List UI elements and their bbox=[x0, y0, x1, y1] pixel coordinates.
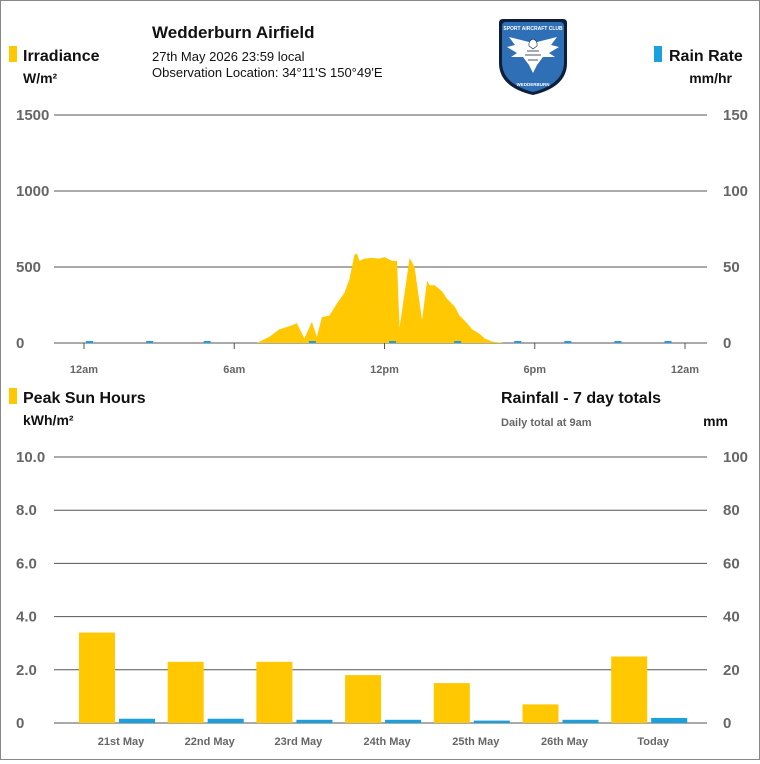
eagle-icon bbox=[507, 37, 559, 73]
rain-rate-y-axis: 150 100 50 0 bbox=[723, 107, 748, 352]
sun-hours-bar bbox=[345, 675, 382, 723]
y-tick-label: 1500 bbox=[16, 107, 49, 124]
rain-rate-legend-label: Rain Rate bbox=[669, 48, 743, 65]
day-label: 22nd May bbox=[185, 736, 236, 748]
y-tick-label: 0 bbox=[16, 715, 24, 732]
rain-rate-marker bbox=[203, 341, 211, 343]
x-tick-label: 12am bbox=[671, 364, 699, 376]
y-right-tick-label: 0 bbox=[723, 335, 731, 352]
rain-rate-marker bbox=[614, 341, 622, 343]
rainfall-unit-label: mm bbox=[703, 413, 728, 429]
observation-location: Observation Location: 34°11'S 150°49'E bbox=[152, 65, 383, 80]
sun-hours-legend-label: Peak Sun Hours bbox=[23, 390, 146, 407]
y-right-tick-label: 100 bbox=[723, 183, 748, 200]
y-right-tick-label: 40 bbox=[723, 609, 740, 626]
sun-hours-y-axis: 10.0 8.0 6.0 4.0 2.0 0 bbox=[16, 449, 45, 732]
x-tick-label: 6pm bbox=[523, 364, 546, 376]
rainfall-bar bbox=[296, 719, 333, 723]
rainfall-bar bbox=[207, 718, 244, 723]
rain-rate-legend-swatch bbox=[654, 46, 662, 62]
day-x-axis: 21st May 22nd May 23rd May 24th May 25th May… bbox=[98, 736, 670, 748]
day-label: 25th May bbox=[452, 736, 500, 748]
day-label: 21st May bbox=[98, 736, 145, 748]
rainfall-bar bbox=[473, 720, 510, 723]
day-label: Today bbox=[637, 736, 669, 748]
rain-rate-marker bbox=[564, 341, 572, 343]
day-label: 23rd May bbox=[275, 736, 324, 748]
y-tick-label: 1000 bbox=[16, 183, 49, 200]
y-right-tick-label: 0 bbox=[723, 715, 731, 732]
sun-hours-bar bbox=[611, 656, 648, 723]
time-x-axis: 12am 6am 12pm 6pm 12am bbox=[70, 343, 699, 376]
x-tick-label: 12am bbox=[70, 364, 98, 376]
y-right-tick-label: 80 bbox=[723, 502, 740, 519]
sun-hours-unit-label: kWh/m² bbox=[23, 412, 74, 428]
irradiance-legend-label: Irradiance bbox=[23, 48, 100, 65]
observation-datetime: 27th May 2026 23:59 local bbox=[152, 49, 305, 64]
irradiance-plot bbox=[256, 253, 510, 343]
irradiance-area bbox=[256, 253, 510, 343]
rainfall-bar bbox=[385, 719, 422, 723]
rain-rate-marker bbox=[454, 341, 462, 343]
rain-rate-marker bbox=[86, 341, 94, 343]
day-label: 24th May bbox=[364, 736, 412, 748]
rainfall-bar bbox=[651, 717, 688, 723]
rain-rate-marker bbox=[514, 341, 522, 343]
y-tick-label: 8.0 bbox=[16, 502, 37, 519]
y-tick-label: 6.0 bbox=[16, 555, 37, 572]
x-tick-label: 12pm bbox=[370, 364, 399, 376]
sun-hours-bar bbox=[256, 661, 293, 723]
rain-rate-marker bbox=[146, 341, 154, 343]
sun-hours-bar bbox=[79, 632, 115, 723]
irradiance-y-axis: 1500 1000 500 0 bbox=[16, 107, 49, 352]
sun-hours-legend-swatch bbox=[9, 388, 17, 404]
logo-text-bottom: WEDDERBURN bbox=[517, 82, 550, 87]
rainfall-bar bbox=[562, 719, 599, 723]
rainfall-legend-label: Rainfall - 7 day totals bbox=[501, 390, 661, 407]
rainfall-bar bbox=[119, 718, 155, 723]
irradiance-legend-swatch bbox=[9, 46, 17, 62]
station-title: Wedderburn Airfield bbox=[152, 23, 314, 42]
y-tick-label: 4.0 bbox=[16, 609, 37, 626]
rain-rate-marker bbox=[389, 341, 397, 343]
sun-hours-bar bbox=[522, 704, 559, 723]
rain-rate-marker bbox=[308, 341, 316, 343]
day-label: 26th May bbox=[541, 736, 589, 748]
y-tick-label: 10.0 bbox=[16, 449, 45, 466]
rainfall-note: Daily total at 9am bbox=[501, 417, 592, 429]
daily-gridlines bbox=[54, 456, 707, 724]
y-tick-label: 500 bbox=[16, 259, 41, 276]
irradiance-unit-label: W/m² bbox=[23, 70, 58, 86]
y-right-tick-label: 150 bbox=[723, 107, 748, 124]
daily-bars bbox=[79, 632, 688, 723]
y-right-tick-label: 50 bbox=[723, 259, 740, 276]
y-tick-label: 0 bbox=[16, 335, 24, 352]
y-right-tick-label: 20 bbox=[723, 662, 740, 679]
y-right-tick-label: 60 bbox=[723, 555, 740, 572]
logo-text-top: SPORT AIRCRAFT CLUB bbox=[503, 26, 563, 32]
x-tick-label: 6am bbox=[223, 364, 245, 376]
y-right-tick-label: 100 bbox=[723, 449, 748, 466]
rain-rate-marker bbox=[664, 341, 672, 343]
y-tick-label: 2.0 bbox=[16, 662, 37, 679]
sun-hours-bar bbox=[167, 661, 204, 723]
sun-hours-bar bbox=[433, 683, 470, 723]
club-logo: SPORT AIRCRAFT CLUB WEDDERBURN bbox=[499, 19, 567, 95]
rainfall-y-axis: 100 80 60 40 20 0 bbox=[723, 449, 748, 732]
rain-rate-unit-label: mm/hr bbox=[689, 70, 732, 86]
rain-rate-markers bbox=[86, 341, 672, 343]
